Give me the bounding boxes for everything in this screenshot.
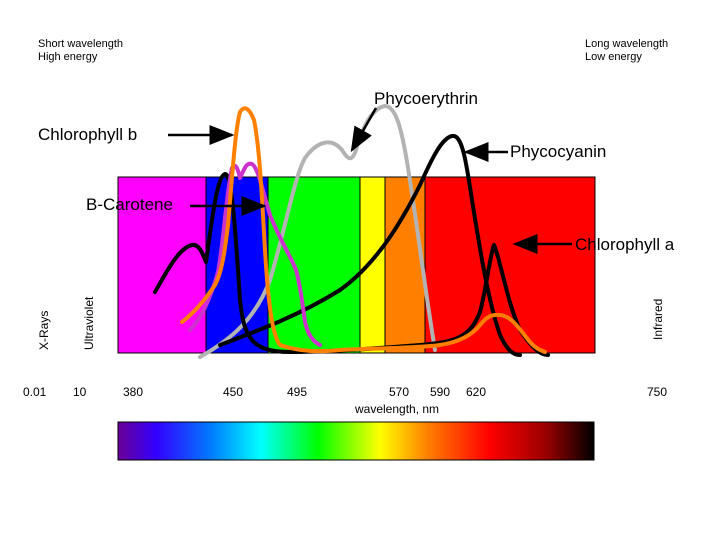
tick-label: 495: [287, 385, 308, 399]
short-wavelength-label: Short wavelength: [38, 38, 123, 50]
ultraviolet-label: Ultraviolet: [82, 296, 96, 350]
color-bands: [117, 176, 596, 354]
phycocyanin-label: Phycocyanin: [510, 142, 607, 161]
low-energy-label: Low energy: [585, 51, 642, 63]
tick-label: 0.01: [23, 385, 47, 399]
tick-label: 450: [223, 385, 244, 399]
tick-label: 750: [647, 385, 668, 399]
chlorophyll-a-label: Chlorophyll a: [575, 235, 675, 254]
red-band: [424, 176, 596, 354]
axis-title: wavelength, nm: [355, 402, 440, 416]
tick-label: 590: [430, 385, 451, 399]
tick-label: 570: [389, 385, 410, 399]
chlorophyll-a-curve: [153, 171, 550, 357]
orange-band: [384, 176, 426, 354]
high-energy-label: High energy: [38, 51, 98, 63]
long-wavelength-label: Long wavelength: [585, 38, 669, 50]
carotene-curve: [188, 161, 322, 347]
green-band: [267, 176, 361, 354]
tick-label: 10: [73, 385, 87, 399]
phycoerythrin-label: Phycoerythrin: [374, 89, 478, 108]
visible-spectrum-bar: [117, 421, 595, 461]
phycoerythrin-arrow: [350, 107, 378, 153]
phycocyanin-curve: [218, 134, 522, 357]
tick-label: 620: [466, 385, 487, 399]
infrared-label: Infrared: [651, 298, 665, 340]
tick-label: 380: [123, 385, 144, 399]
b-carotene-label: B-Carotene: [86, 195, 173, 214]
yellow-band: [359, 176, 386, 354]
chlorophyll-b-label: Chlorophyll b: [38, 125, 138, 144]
chlorophyll-b-curve: [180, 106, 547, 354]
phycoerythrin-curve: [198, 104, 437, 359]
xrays-label: X-Rays: [37, 310, 51, 350]
